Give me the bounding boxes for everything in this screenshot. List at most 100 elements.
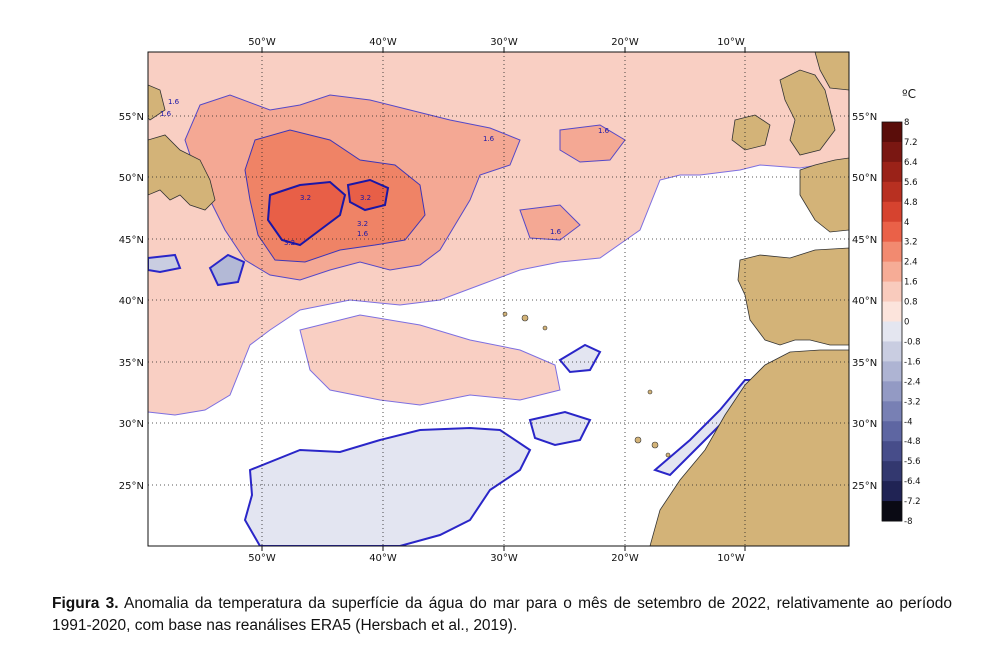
lon-label: 30°W (490, 553, 518, 564)
lat-label: 40°N (119, 296, 144, 307)
lon-label: 50°W (248, 553, 276, 564)
colorbar-tick-label: 4 (904, 218, 909, 228)
colorbar-swatch (882, 341, 902, 362)
colorbar-unit: ºC (902, 87, 916, 101)
contour-label: 1.6 (598, 127, 610, 135)
colorbar-tick-label: 1.6 (904, 278, 918, 288)
colorbar-tick-label: -2.4 (904, 377, 921, 387)
lon-labels-top: 50°W 40°W 30°W 20°W 10°W (248, 37, 745, 48)
colorbar-swatch (882, 381, 902, 402)
lat-label: 55°N (119, 112, 144, 123)
colorbar-swatch (882, 441, 902, 462)
contour-label: 3.2 (357, 220, 368, 228)
lat-label: 35°N (119, 358, 144, 369)
colorbar-tick-label: 0 (904, 318, 909, 328)
cold-anomaly-subtropics (243, 426, 532, 546)
africa-land (649, 349, 849, 546)
colorbar-tick-label: -3.2 (904, 397, 921, 407)
anomaly-zone-core (266, 180, 347, 247)
colorbar-tick-label: -1.6 (904, 357, 921, 367)
colorbar-swatch (882, 181, 902, 203)
contour-label: 3.2 (360, 194, 371, 202)
lat-label: 40°N (852, 296, 877, 307)
land-masses (148, 52, 849, 546)
lat-label: 50°N (852, 173, 877, 184)
lon-label: 20°W (611, 553, 639, 564)
lat-label: 45°N (852, 235, 877, 246)
colorbar-swatch (882, 281, 902, 303)
lat-label: 30°N (852, 419, 877, 430)
lon-label: 10°W (717, 37, 745, 48)
colorbar-tick-label: -7.2 (904, 497, 921, 507)
lat-label: 55°N (852, 112, 877, 123)
colorbar-swatch (882, 201, 902, 223)
lat-label: 25°N (852, 481, 877, 492)
contour-label: 3.2 (300, 194, 311, 202)
colorbar-swatch (882, 401, 902, 422)
ireland-land (731, 114, 771, 151)
colorbar-tick-label: 8 (904, 118, 909, 128)
graticule (148, 52, 849, 546)
colorbar-tick-label: 3.2 (904, 238, 918, 248)
colorbar-tick-label: 5.6 (904, 178, 918, 188)
lon-label: 40°W (369, 553, 397, 564)
colorbar-swatch (882, 481, 902, 502)
contour-label: 1.6 (483, 135, 495, 143)
colorbar-frame (881, 121, 903, 522)
colorbar-tick-label: -5.6 (904, 457, 921, 467)
colorbar-tick-label: 0.8 (904, 298, 918, 308)
lat-label: 50°N (119, 173, 144, 184)
lat-label: 30°N (119, 419, 144, 430)
lon-label: 30°W (490, 37, 518, 48)
colorbar-swatch (882, 241, 902, 263)
lon-labels-bottom: 50°W 40°W 30°W 20°W 10°W (248, 553, 745, 564)
colorbar-tick-label: -0.8 (904, 337, 921, 347)
colorbar-swatch (882, 301, 902, 322)
lon-label: 10°W (717, 553, 745, 564)
colorbar-swatch (882, 221, 902, 243)
colorbar-swatch (882, 122, 902, 143)
contour-label: 1.6 (160, 110, 172, 118)
france-land (799, 157, 849, 233)
colorbar-swatch (882, 461, 902, 482)
lon-label: 20°W (611, 37, 639, 48)
sst-anomaly-figure: 1.6 1.6 1.6 1.6 1.6 3.2 3.2 3.2 1.6 3.2 … (119, 37, 921, 564)
colorbar-tick-label: -6.4 (904, 477, 921, 487)
colorbar-swatch (882, 141, 902, 163)
colorbar-tick-label: 4.8 (904, 198, 918, 208)
colorbar-tick-label: -4.8 (904, 437, 921, 447)
figure-caption: Figura 3. Anomalia da temperatura da sup… (52, 593, 952, 637)
map-frame (147, 51, 850, 547)
lat-labels-right: 55°N 50°N 45°N 40°N 35°N 30°N 25°N (852, 112, 877, 492)
colorbar-swatch (882, 421, 902, 442)
contour-label: 3.2 (284, 239, 295, 247)
lon-label: 40°W (369, 37, 397, 48)
colorbar-tick-label: -4 (904, 417, 912, 427)
contour-labels: 1.6 1.6 1.6 1.6 1.6 3.2 3.2 3.2 1.6 3.2 (160, 98, 610, 247)
contour-label: 1.6 (357, 230, 369, 238)
colorbar-swatch (882, 361, 902, 382)
contour-label: 1.6 (168, 98, 180, 106)
lat-label: 35°N (852, 358, 877, 369)
map-panel: 1.6 1.6 1.6 1.6 1.6 3.2 3.2 3.2 1.6 3.2 (148, 52, 849, 546)
colorbar: 8 7.2 6.4 5.6 4.8 4 3.2 2.4 1.6 0.8 0 -0.8 -1.6 -2.4 -… (881, 118, 921, 527)
colorbar-tick-label: 6.4 (904, 158, 918, 168)
colorbar-tick-label: -8 (904, 517, 912, 527)
colorbar-swatch (882, 321, 902, 342)
britain-land (779, 69, 836, 156)
lat-label: 45°N (119, 235, 144, 246)
colorbar-swatch (882, 261, 902, 283)
contour-label: 1.6 (550, 228, 562, 236)
newfoundland-land (148, 134, 216, 211)
colorbar-tick-label: 7.2 (904, 138, 918, 148)
caption-text: Anomalia da temperatura da superfície da… (52, 595, 952, 634)
colorbar-swatch (882, 501, 902, 522)
cold-anomaly-newfoundland (208, 253, 246, 287)
lat-label: 25°N (119, 481, 144, 492)
lon-label: 50°W (248, 37, 276, 48)
colorbar-swatch (882, 161, 902, 183)
caption-label: Figura 3. (52, 595, 119, 612)
lat-labels-left: 55°N 50°N 45°N 40°N 35°N 30°N 25°N (119, 112, 144, 492)
colorbar-tick-label: 2.4 (904, 258, 918, 268)
iberia-land (737, 247, 849, 346)
